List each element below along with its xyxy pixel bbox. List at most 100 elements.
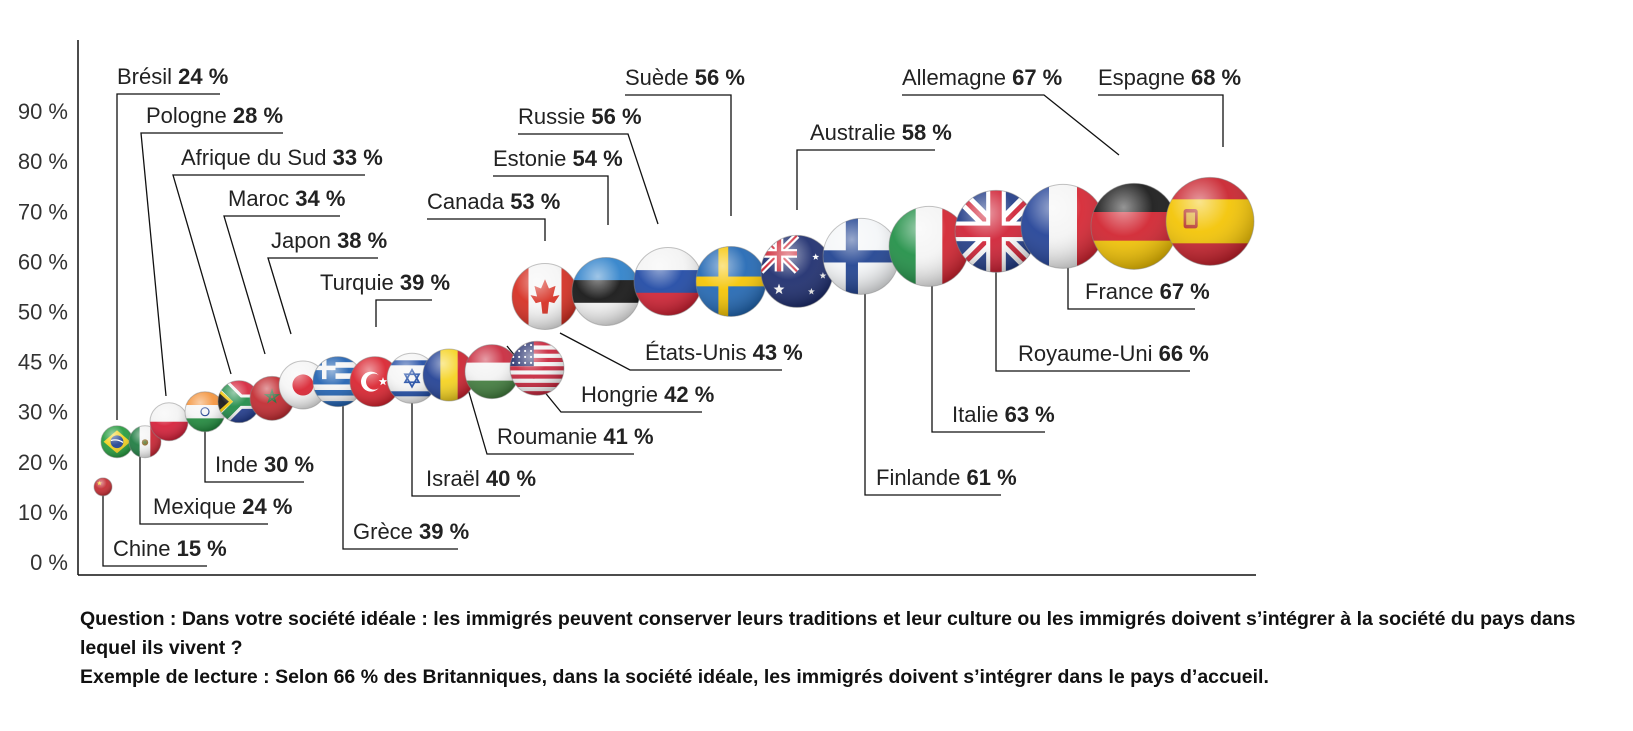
country-label: Afrique du Sud 33 % bbox=[181, 145, 383, 170]
country-value: 43 % bbox=[753, 340, 803, 365]
leader-line bbox=[140, 132, 283, 397]
flag-marker bbox=[760, 234, 834, 308]
country-value: 67 % bbox=[1160, 279, 1210, 304]
country-value: 41 % bbox=[603, 424, 653, 449]
leader-line bbox=[931, 242, 1045, 433]
leader-line bbox=[902, 94, 1120, 156]
country-label: Grèce 39 % bbox=[353, 519, 469, 544]
country-label: France 67 % bbox=[1085, 279, 1210, 304]
country-label: États-Unis 43 % bbox=[645, 340, 803, 365]
flag-marker bbox=[571, 256, 641, 326]
country-value: 40 % bbox=[486, 466, 536, 491]
y-tick-label: 60 % bbox=[18, 249, 68, 274]
country-label: Turquie 39 % bbox=[320, 270, 450, 295]
flag-marker bbox=[184, 391, 226, 433]
country-value: 28 % bbox=[233, 103, 283, 128]
country-value: 67 % bbox=[1012, 65, 1062, 90]
flag-marker bbox=[93, 477, 113, 497]
country-value: 33 % bbox=[333, 145, 383, 170]
question-text: Question : Dans votre société idéale : l… bbox=[80, 608, 1576, 659]
y-tick-label: 80 % bbox=[18, 149, 68, 174]
country-label: Inde 30 % bbox=[215, 452, 314, 477]
country-value: 68 % bbox=[1191, 65, 1241, 90]
leader-line bbox=[139, 451, 268, 525]
country-name: Chine bbox=[113, 536, 177, 561]
flag-marker bbox=[511, 262, 579, 330]
country-name: Afrique du Sud bbox=[181, 145, 333, 170]
chart-notes: Question : Dans votre société idéale : l… bbox=[80, 605, 1610, 692]
country-name: France bbox=[1085, 279, 1160, 304]
country-name: Brésil bbox=[117, 64, 178, 89]
country-value: 56 % bbox=[695, 65, 745, 90]
y-tick-label: 90 % bbox=[18, 99, 68, 124]
axes bbox=[77, 40, 1256, 576]
country-label: Hongrie 42 % bbox=[581, 382, 714, 407]
leader-line bbox=[796, 149, 935, 210]
country-label: Israël 40 % bbox=[426, 466, 536, 491]
y-tick-label: 20 % bbox=[18, 450, 68, 475]
leader-line bbox=[411, 366, 520, 497]
flag-chart: 0 %10 %20 %30 %45 %50 %60 %70 %80 %90 % … bbox=[18, 40, 1256, 576]
country-name: Turquie bbox=[320, 270, 400, 295]
country-value: 53 % bbox=[510, 189, 560, 214]
country-value: 24 % bbox=[178, 64, 228, 89]
leader-line bbox=[518, 133, 659, 225]
country-label: Russie 56 % bbox=[518, 104, 642, 129]
country-value: 24 % bbox=[242, 494, 292, 519]
country-label: Estonie 54 % bbox=[493, 146, 623, 171]
country-label: Italie 63 % bbox=[952, 402, 1055, 427]
country-name: Royaume-Uni bbox=[1018, 341, 1159, 366]
leader-line bbox=[116, 93, 220, 420]
country-label: Canada 53 % bbox=[427, 189, 560, 214]
country-name: Finlande bbox=[876, 465, 967, 490]
country-name: Roumanie bbox=[497, 424, 603, 449]
flag-markers bbox=[93, 176, 1255, 497]
y-tick-labels: 0 % 10 % 20 % 30 % 45 % 50 % 60 % 70 % 80 % 90 % bbox=[18, 99, 68, 575]
country-value: 63 % bbox=[1005, 402, 1055, 427]
flag-marker bbox=[822, 217, 900, 295]
country-value: 39 % bbox=[400, 270, 450, 295]
flag-marker bbox=[954, 189, 1038, 273]
country-value: 42 % bbox=[664, 382, 714, 407]
y-tick-label: 70 % bbox=[18, 199, 68, 224]
country-label: Roumanie 41 % bbox=[497, 424, 654, 449]
leader-line bbox=[559, 332, 782, 371]
leader-line bbox=[172, 174, 365, 375]
country-name: Maroc bbox=[228, 186, 295, 211]
country-label: Suède 56 % bbox=[625, 65, 745, 90]
country-value: 56 % bbox=[591, 104, 641, 129]
y-tick-label: 10 % bbox=[18, 500, 68, 525]
leader-lines bbox=[102, 93, 1224, 567]
country-label: Mexique 24 % bbox=[153, 494, 292, 519]
y-tick-label: 45 % bbox=[18, 350, 68, 375]
leader-line bbox=[204, 418, 304, 483]
country-labels: Chine 15 %Brésil 24 %Mexique 24 %Pologne… bbox=[113, 64, 1241, 561]
country-label: Brésil 24 % bbox=[117, 64, 228, 89]
leader-line bbox=[995, 234, 1190, 372]
flag-marker bbox=[100, 425, 134, 459]
country-label: Japon 38 % bbox=[271, 228, 387, 253]
country-label: Espagne 68 % bbox=[1098, 65, 1241, 90]
country-label: Australie 58 % bbox=[810, 120, 952, 145]
y-tick-label: 30 % bbox=[18, 400, 68, 425]
country-name: Italie bbox=[952, 402, 1005, 427]
leader-line bbox=[1098, 94, 1224, 147]
country-value: 61 % bbox=[967, 465, 1017, 490]
leader-line bbox=[625, 94, 732, 216]
leader-line bbox=[493, 175, 609, 225]
country-name: Pologne bbox=[146, 103, 233, 128]
country-value: 15 % bbox=[177, 536, 227, 561]
country-value: 34 % bbox=[295, 186, 345, 211]
flag-marker bbox=[464, 344, 520, 400]
country-name: Suède bbox=[625, 65, 695, 90]
y-tick-label: 50 % bbox=[18, 300, 68, 325]
country-value: 38 % bbox=[337, 228, 387, 253]
country-value: 39 % bbox=[419, 519, 469, 544]
leader-line bbox=[267, 257, 378, 335]
country-name: Canada bbox=[427, 189, 510, 214]
flag-marker bbox=[312, 356, 364, 408]
country-value: 58 % bbox=[902, 120, 952, 145]
flag-marker bbox=[128, 425, 162, 459]
country-name: Hongrie bbox=[581, 382, 664, 407]
reading-example-text: Exemple de lecture : Selon 66 % des Brit… bbox=[80, 666, 1269, 688]
